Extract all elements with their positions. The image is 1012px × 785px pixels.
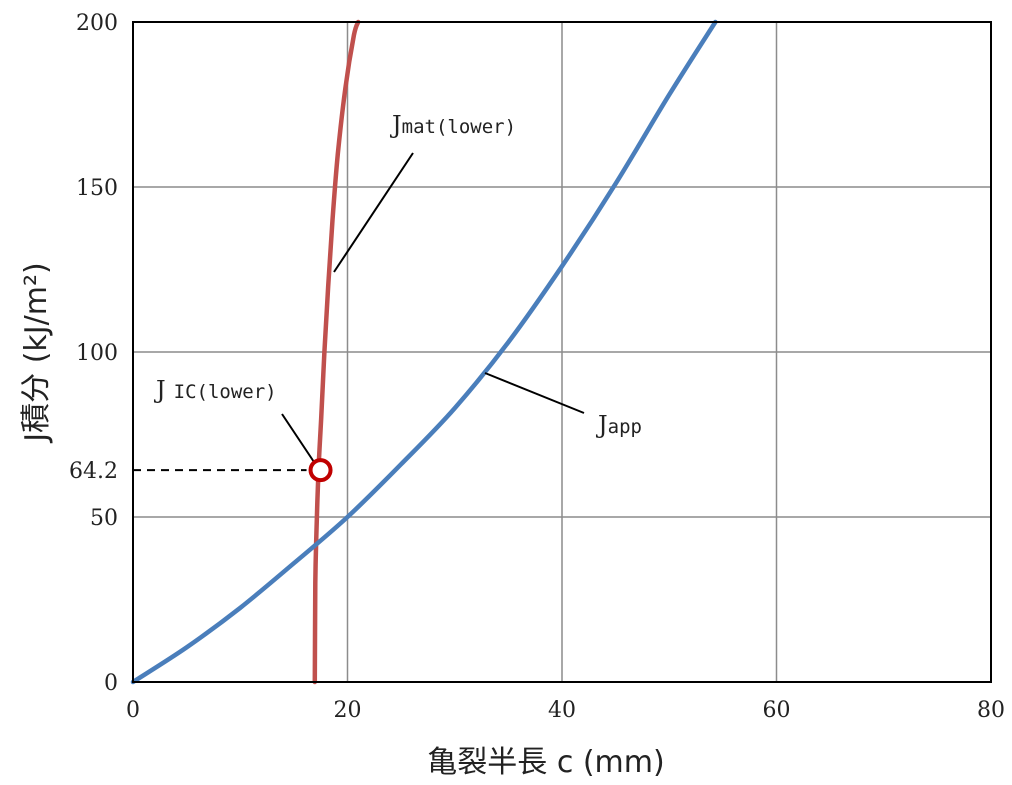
annotation-leaders [281,152,585,463]
tick-labels: 0 20 40 60 80 0 50 100 150 200 [76,11,1005,723]
jmat-label: Jmat(lower) [389,111,516,139]
x-tick-label-20: 20 [334,698,362,723]
jic-label: J IC(lower) [153,376,277,404]
y-tick-label-50: 50 [90,506,118,531]
y-tick-label-100: 100 [76,341,118,366]
japp-label: Japp [595,411,642,439]
series-lines [130,19,718,685]
jic-point-marker [308,458,333,483]
y-tick-label-150: 150 [76,176,118,201]
series-line-japp [130,19,718,685]
x-tick-label-80: 80 [977,698,1005,723]
x-axis-title: 亀裂半長 c (mm) [427,745,664,780]
plot-frame [132,21,992,683]
japp-leader-line [484,372,585,414]
y-tick-label-0: 0 [104,671,118,696]
grid-lines [133,22,991,682]
jic-value-label: 64.2 [69,459,118,484]
y-tick-label-200: 200 [76,11,118,36]
annotation-labels: Jmat(lower) J IC(lower) Japp [153,111,642,439]
x-tick-label-40: 40 [548,698,576,723]
jic-leader-line [281,413,315,463]
x-tick-label-60: 60 [763,698,791,723]
jmat-leader-line [333,152,414,273]
x-tick-label-0: 0 [126,698,140,723]
jic-marker-group: 64.2 [69,458,333,484]
y-axis-title: J積分 (kJ/m²) [19,262,54,443]
